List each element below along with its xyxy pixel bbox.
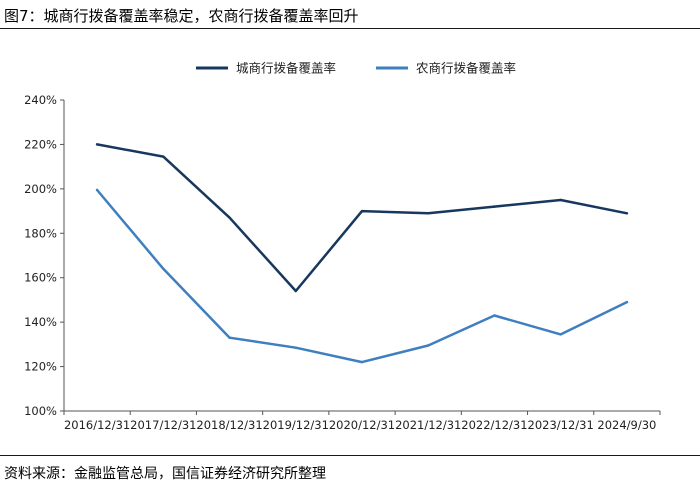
y-tick-label: 200% bbox=[24, 182, 57, 196]
data-point bbox=[162, 267, 165, 271]
x-tick-label: 2019/12/31 bbox=[263, 418, 329, 432]
data-point bbox=[162, 155, 165, 158]
x-tick-label: 2023/12/31 bbox=[528, 418, 594, 432]
y-tick-label: 140% bbox=[24, 315, 57, 329]
x-tick-label: 2018/12/31 bbox=[196, 418, 262, 432]
x-tick-label: 2021/12/31 bbox=[395, 418, 461, 432]
y-tick-label: 240% bbox=[24, 93, 57, 107]
data-point bbox=[95, 143, 99, 146]
data-point bbox=[294, 289, 297, 293]
title-divider bbox=[0, 28, 700, 29]
figure-title: 图7：城商行拨备覆盖率稳定，农商行拨备覆盖率回升 bbox=[4, 7, 359, 25]
data-point bbox=[427, 344, 430, 347]
data-point bbox=[625, 212, 629, 215]
data-point bbox=[559, 198, 562, 202]
line-chart: 城商行拨备覆盖率 农商行拨备覆盖率 100% 120% 140% 160% 180% 200… bbox=[24, 61, 661, 432]
source-note: 资料来源：金融监管总局，国信证券经济研究所整理 bbox=[4, 466, 326, 482]
legend-label-1: 城商行拨备覆盖率 bbox=[236, 61, 336, 76]
legend-label-2: 农商行拨备覆盖率 bbox=[416, 61, 516, 76]
y-tick-label: 100% bbox=[24, 404, 57, 418]
y-tick-label: 120% bbox=[24, 360, 57, 374]
data-point bbox=[360, 209, 364, 213]
chart-axes: 100% 120% 140% 160% 180% 200% 220% 240% 2016/12/… bbox=[24, 93, 661, 432]
data-point bbox=[427, 212, 430, 215]
source-divider bbox=[0, 455, 700, 456]
x-tick-label: 2017/12/31 bbox=[130, 418, 196, 432]
data-point bbox=[559, 333, 562, 336]
data-point bbox=[228, 336, 231, 339]
x-tick-label: 2016/12/31 bbox=[64, 418, 130, 432]
data-point bbox=[228, 216, 231, 219]
x-tick-label: 2020/12/31 bbox=[329, 418, 395, 432]
y-tick-label: 160% bbox=[24, 271, 57, 285]
series-line-1 bbox=[95, 143, 629, 293]
data-point bbox=[360, 360, 364, 364]
data-point bbox=[625, 300, 629, 304]
x-tick-label: 2022/12/31 bbox=[461, 418, 527, 432]
chart-series bbox=[95, 143, 629, 364]
data-point bbox=[294, 346, 297, 349]
x-tick-label: 2024/9/30 bbox=[597, 418, 656, 432]
series-line-2 bbox=[95, 188, 629, 364]
chart-legend: 城商行拨备覆盖率 农商行拨备覆盖率 bbox=[196, 61, 516, 76]
data-point bbox=[95, 188, 99, 192]
data-point bbox=[493, 314, 496, 317]
y-tick-label: 220% bbox=[24, 137, 57, 151]
data-point bbox=[493, 205, 496, 208]
y-tick-label: 180% bbox=[24, 226, 57, 240]
